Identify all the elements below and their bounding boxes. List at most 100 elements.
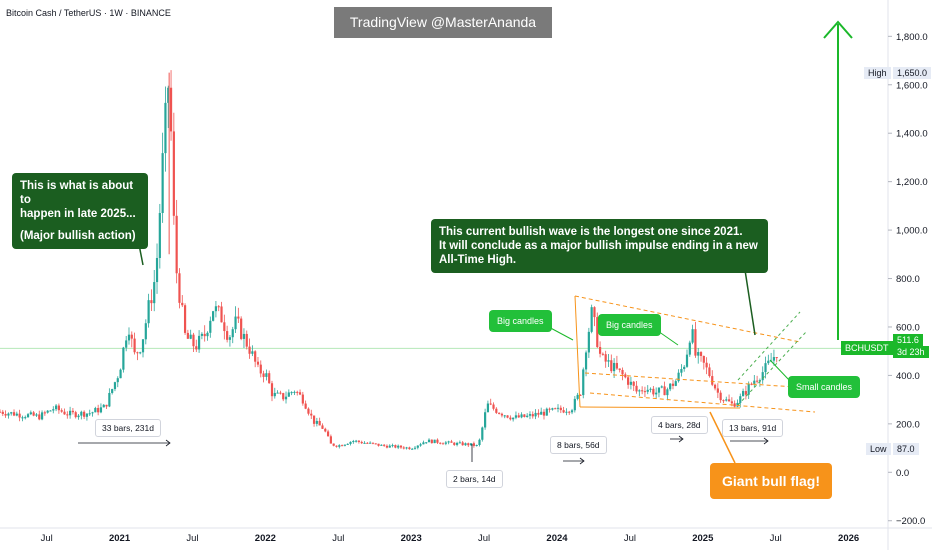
- small-candles-callout: Small candles: [788, 376, 861, 398]
- range-label-8-bars: 8 bars, 56d: [550, 436, 607, 454]
- candle-body: [697, 352, 700, 356]
- candle-body: [604, 354, 607, 362]
- price-axis[interactable]: −200.0 0.0 200.0 400.0 600.0 800.0 1,000.0 1,20…: [887, 0, 928, 550]
- candle-body: [719, 392, 722, 401]
- candle-body: [197, 335, 201, 350]
- y-tick-label: −200.0: [896, 516, 925, 527]
- candle-body: [49, 410, 52, 412]
- candle-body: [713, 384, 717, 389]
- candle-body: [186, 332, 189, 339]
- big-candles-callout-1: Big candles: [489, 310, 552, 332]
- candle-body: [652, 388, 655, 395]
- candle-body: [534, 412, 537, 417]
- candle-body: [212, 311, 215, 321]
- candle-body: [486, 403, 490, 413]
- candle-body: [383, 444, 386, 446]
- candle-body: [744, 391, 747, 395]
- candle-body: [94, 407, 97, 413]
- time-axis[interactable]: Jul 2021 Jul 2022 Jul 2023 Jul 2024 Jul 2025 Jul 20…: [0, 527, 932, 544]
- candle-body: [450, 441, 453, 443]
- candle-body: [206, 332, 209, 337]
- candle-body: [7, 413, 10, 416]
- candle-body: [69, 410, 72, 416]
- candle-body: [371, 442, 375, 444]
- bull-flag-callout: Giant bull flag!: [710, 463, 832, 499]
- candle-body: [444, 442, 447, 444]
- candle-body: [579, 394, 582, 396]
- candle-body: [195, 346, 198, 350]
- candle-body: [554, 408, 557, 410]
- candle-body: [97, 407, 100, 413]
- candle-body: [130, 334, 133, 339]
- candle-body: [343, 444, 347, 446]
- x-tick-label: 2026: [838, 533, 859, 544]
- candle-body: [293, 391, 296, 393]
- candle-body: [671, 383, 675, 386]
- candle-body: [612, 362, 616, 372]
- candle-body: [408, 447, 411, 450]
- candle-body: [556, 407, 560, 409]
- candle-body: [228, 337, 232, 340]
- candle-body: [304, 403, 307, 409]
- candle-body: [531, 414, 534, 417]
- candle-body: [46, 410, 49, 413]
- candle-body: [158, 212, 161, 258]
- candle-body: [268, 373, 271, 384]
- candle-body: [447, 441, 450, 443]
- candle-body: [705, 362, 708, 368]
- candle-body: [506, 415, 509, 418]
- candle-body: [363, 442, 366, 444]
- candle-body: [641, 390, 644, 392]
- symbol-title: Bitcoin Cash / TetherUS · 1W · BINANCE: [6, 8, 171, 18]
- candle-body: [374, 443, 377, 445]
- range-label-4-bars: 4 bars, 28d: [651, 416, 708, 434]
- candle-body: [520, 414, 523, 418]
- candle-body: [183, 305, 187, 333]
- candle-body: [139, 352, 142, 354]
- flag-top-line: [574, 295, 801, 343]
- candle-body: [750, 383, 753, 385]
- candle-body: [657, 387, 661, 393]
- candle-body: [733, 403, 736, 407]
- candle-body: [150, 300, 153, 304]
- candle-body: [105, 404, 108, 407]
- ticker-tag: BCHUSDT: [841, 341, 893, 355]
- candle-body: [83, 411, 86, 417]
- candle-body: [164, 102, 167, 154]
- candle-body: [256, 361, 260, 365]
- candle-body: [119, 369, 122, 379]
- range-arrow-head: [763, 437, 769, 445]
- candle-body: [169, 87, 173, 132]
- candle-body: [144, 323, 147, 340]
- candle-body: [638, 390, 641, 392]
- candle-body: [32, 412, 35, 416]
- candle-body: [242, 333, 246, 339]
- candle-body: [153, 282, 156, 304]
- candle-body: [349, 441, 352, 444]
- candle-body: [335, 445, 338, 447]
- candle-body: [624, 374, 627, 378]
- candle-body: [377, 443, 380, 446]
- candle-body: [669, 383, 672, 390]
- candle-body: [287, 392, 290, 397]
- candle-body: [655, 392, 658, 395]
- small-candles-pointer: [769, 359, 791, 382]
- candle-body: [35, 414, 38, 416]
- candle-body: [141, 339, 145, 353]
- candle-body: [528, 414, 532, 416]
- candle-body: [753, 380, 756, 384]
- candle-body: [526, 415, 529, 417]
- candle-body: [226, 331, 229, 340]
- candle-body: [627, 377, 630, 385]
- candle-body: [542, 411, 546, 416]
- candle-body: [419, 444, 422, 446]
- candle-body: [71, 410, 75, 413]
- candle-body: [551, 408, 554, 410]
- candle-body: [683, 366, 686, 370]
- candle-body: [214, 306, 218, 312]
- candle-body: [352, 441, 355, 443]
- candle-body: [85, 413, 89, 417]
- candle-body: [80, 411, 83, 416]
- candle-body: [18, 413, 21, 418]
